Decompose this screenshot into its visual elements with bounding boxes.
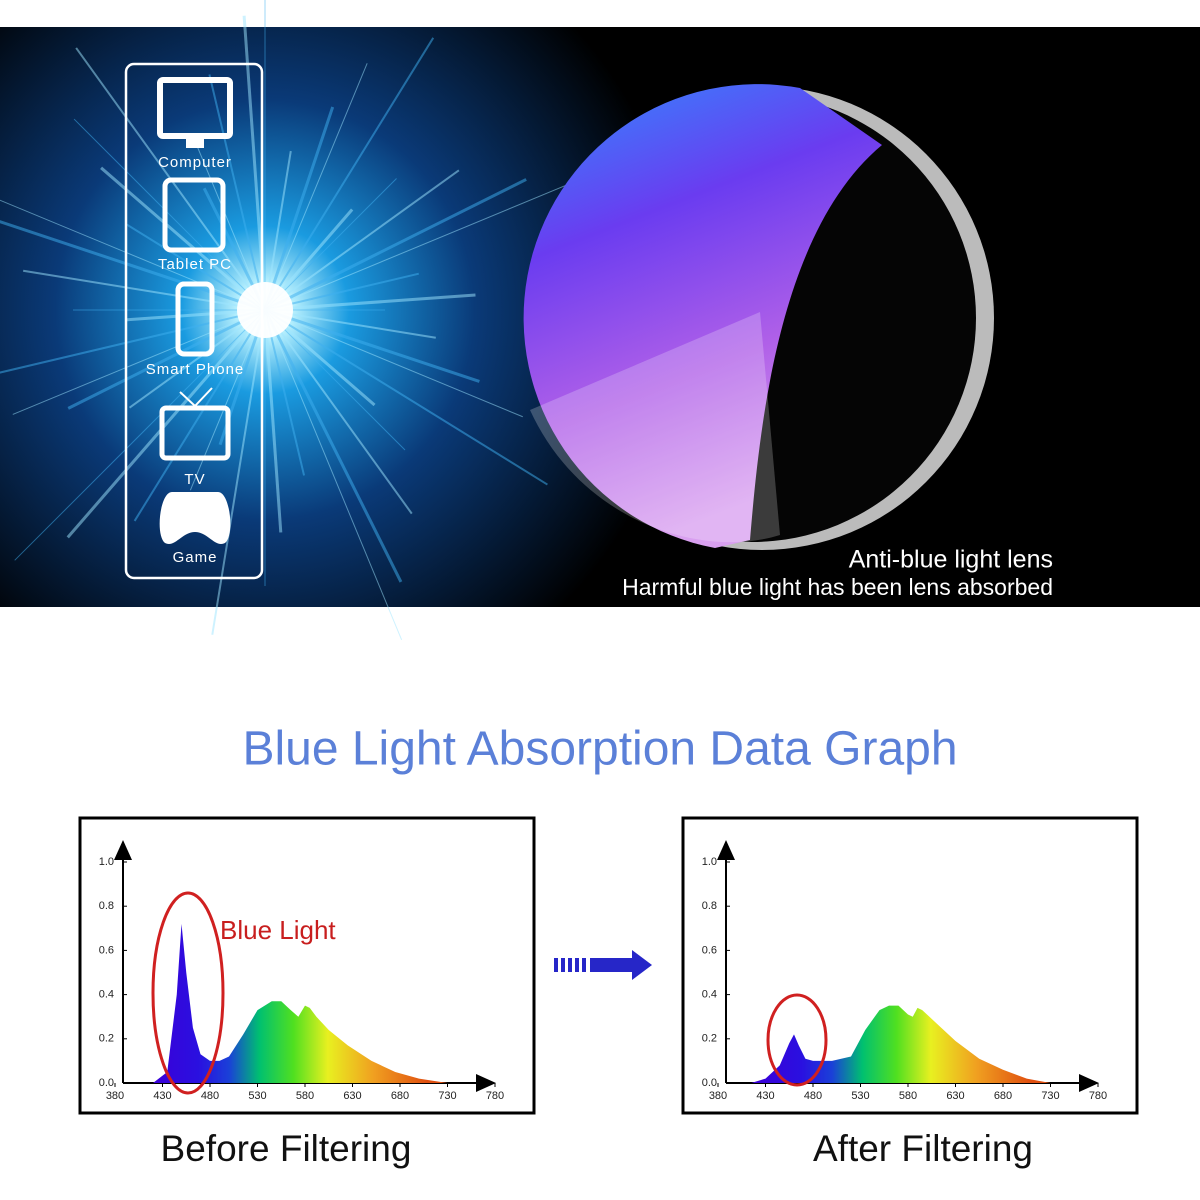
ray	[264, 177, 584, 311]
x-tick-label: 730	[1041, 1090, 1059, 1102]
ray	[73, 118, 266, 311]
light-core	[237, 282, 293, 338]
y-tick-label: 1.0	[702, 856, 717, 868]
device-label: Game	[173, 549, 218, 566]
ray	[264, 309, 306, 476]
x-axis-arrow	[1079, 1074, 1099, 1092]
ray	[12, 309, 266, 415]
spectrum-area	[751, 1005, 1051, 1083]
chart-title: Before Filtering	[161, 1128, 412, 1169]
x-axis-arrow	[476, 1074, 496, 1092]
lens-title: Anti-blue light lens	[849, 546, 1053, 574]
x-tick-label: 780	[486, 1090, 504, 1102]
ray	[67, 308, 266, 410]
ray	[0, 220, 266, 312]
ray	[264, 308, 480, 383]
tablet-icon	[162, 177, 226, 253]
ray	[264, 309, 403, 641]
device-label: Computer	[158, 154, 232, 171]
ray	[263, 106, 335, 311]
transition-arrow	[554, 950, 652, 980]
x-tick-label: 530	[248, 1090, 266, 1102]
game-icon	[159, 492, 231, 544]
x-tick-label: 780	[1089, 1090, 1107, 1102]
ray	[264, 309, 548, 486]
ray	[192, 135, 266, 311]
x-tick-label: 530	[851, 1090, 869, 1102]
ray	[208, 74, 266, 311]
y-tick-label: 0.4	[702, 989, 717, 1001]
y-tick-label: 0.6	[99, 944, 114, 956]
highlight-ellipse	[766, 993, 828, 1087]
ray	[133, 309, 266, 522]
ray	[264, 309, 413, 515]
lens-reflection	[530, 312, 780, 543]
tv-icon	[159, 405, 231, 461]
device-icons	[157, 77, 233, 544]
ray	[23, 269, 266, 311]
y-tick-label: 0.2	[99, 1033, 114, 1045]
device-label: Smart Phone	[146, 361, 245, 378]
tv-antenna	[179, 387, 213, 408]
y-tick-label: 0.0	[99, 1077, 114, 1089]
x-tick-label: 430	[153, 1090, 171, 1102]
ray	[264, 63, 368, 311]
y-axis-arrow	[717, 840, 735, 860]
ray	[264, 169, 460, 311]
x-tick-label: 580	[899, 1090, 917, 1102]
ray	[211, 309, 266, 635]
ray	[264, 309, 436, 339]
highlight-ellipse	[151, 891, 225, 1095]
x-tick-label: 430	[756, 1090, 774, 1102]
ray	[14, 309, 266, 561]
y-tick-label: 1.0	[99, 856, 114, 868]
y-tick-label: 0.8	[702, 900, 717, 912]
x-tick-label: 580	[296, 1090, 314, 1102]
x-tick-label: 630	[343, 1090, 361, 1102]
computer-stand	[186, 136, 204, 148]
ray	[264, 178, 527, 312]
x-tick-label: 680	[994, 1090, 1012, 1102]
chart-title: After Filtering	[813, 1128, 1033, 1169]
ray	[66, 309, 267, 539]
y-tick-label: 0.0	[702, 1077, 717, 1089]
graph-title: Blue Light Absorption Data Graph	[242, 723, 957, 776]
device-label: TV	[184, 471, 205, 488]
ray	[263, 309, 403, 583]
lens-coating	[523, 84, 882, 549]
ray	[264, 178, 397, 311]
y-tick-label: 0.8	[99, 900, 114, 912]
ray	[264, 309, 523, 418]
device-panel	[124, 62, 264, 580]
y-axis-arrow	[114, 840, 132, 860]
lens	[523, 84, 994, 550]
ray	[100, 166, 266, 312]
device-label: Tablet PC	[158, 256, 232, 273]
ray	[264, 293, 476, 312]
x-tick-label: 480	[804, 1090, 822, 1102]
ray	[263, 309, 283, 533]
x-tick-label: 480	[201, 1090, 219, 1102]
phone-icon	[175, 281, 215, 357]
y-tick-label: 0.4	[99, 989, 114, 1001]
spectrum-area	[153, 923, 448, 1083]
y-tick-label: 0.2	[702, 1033, 717, 1045]
x-tick-label: 680	[391, 1090, 409, 1102]
ray	[264, 309, 406, 451]
x-tick-label: 730	[438, 1090, 456, 1102]
annotation: Blue Light	[220, 915, 336, 945]
x-tick-label: 630	[946, 1090, 964, 1102]
x-tick-label: 380	[106, 1090, 124, 1102]
ray	[264, 37, 435, 311]
y-tick-label: 0.6	[702, 944, 717, 956]
lens-caption: Harmful blue light has been lens absorbe…	[622, 574, 1053, 600]
x-tick-label: 380	[709, 1090, 727, 1102]
